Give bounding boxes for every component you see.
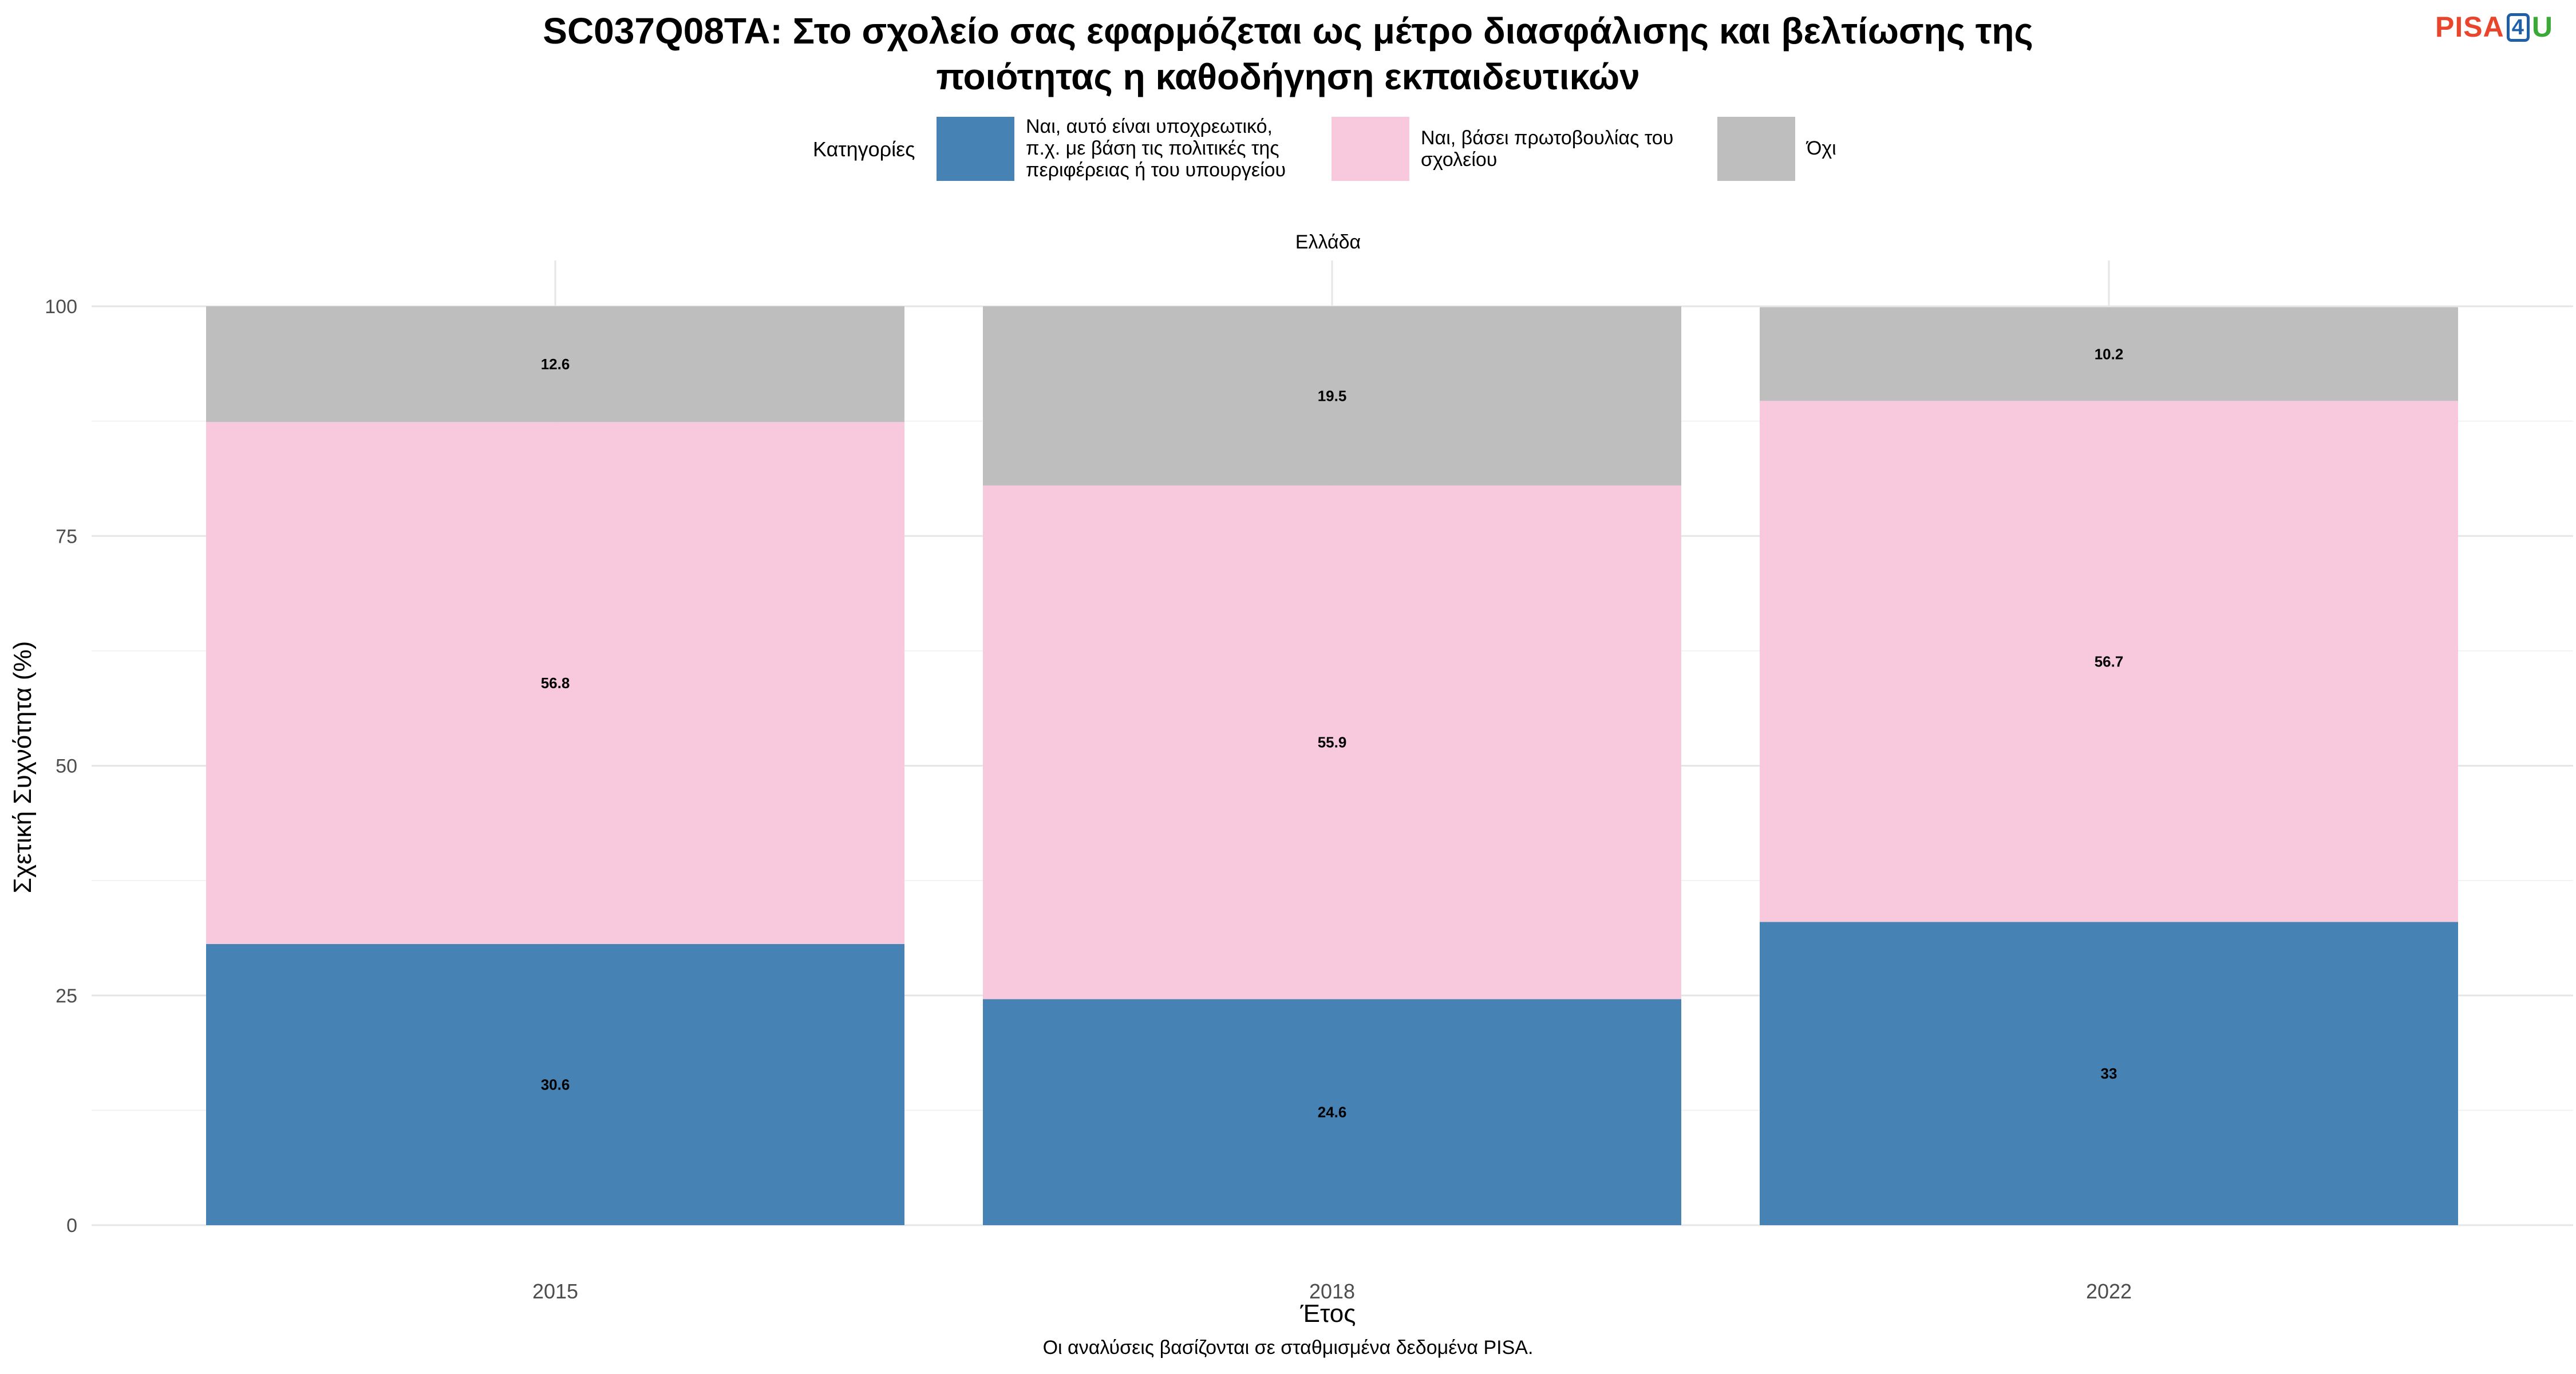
- pisa4u-logo: PISA 4 U: [2435, 10, 2553, 44]
- bar-segment: [983, 999, 1681, 1225]
- bar-segment: [1760, 307, 2458, 401]
- logo-part-4: 4: [2506, 13, 2530, 42]
- x-tick-label: 2015: [532, 1280, 578, 1303]
- x-tick-label: 2022: [2086, 1280, 2132, 1303]
- data-label: 30.6: [541, 1076, 570, 1093]
- bar-segment: [983, 485, 1681, 1000]
- data-label: 19.5: [1318, 387, 1347, 404]
- legend-swatch-mandatory: [937, 117, 1014, 181]
- legend-label-no: Όχι: [1807, 137, 1836, 159]
- y-axis-title: Σχετική Συχνότητα (%): [9, 641, 37, 894]
- facet-label: Ελλάδα: [1295, 231, 1361, 253]
- data-label: 12.6: [541, 356, 570, 373]
- y-tick-label: 0: [66, 1215, 77, 1237]
- chart-title: SC037Q08TA: Στο σχολείο σας εφαρμόζεται …: [0, 8, 2576, 100]
- y-tick-label: 50: [56, 756, 77, 777]
- x-tick-label: 2018: [1309, 1280, 1355, 1303]
- bar-segment: [1760, 401, 2458, 922]
- data-label: 24.6: [1318, 1104, 1347, 1121]
- bar-segment: [206, 943, 904, 1225]
- y-tick-label: 25: [56, 985, 77, 1007]
- chart-title-line2: ποιότητας η καθοδήγηση εκπαιδευτικών: [936, 56, 1640, 97]
- legend-swatch-no: [1717, 117, 1795, 181]
- bar-segment: [206, 422, 904, 944]
- bar-segment: [1760, 922, 2458, 1225]
- source-note: Οι αναλύσεις βασίζονται σε σταθμισμένα δ…: [1042, 1337, 1534, 1359]
- data-label: 33: [2101, 1065, 2117, 1082]
- logo-part-pisa: PISA: [2435, 11, 2504, 43]
- bar-segment: [206, 306, 904, 423]
- legend-label-school-initiative: Ναι, βάσει πρωτοβουλίας του σχολείου: [1421, 127, 1674, 171]
- axis-ticks: 0 25 50 75 100 2015 2018 2022: [45, 296, 2132, 1303]
- data-labels: 30.6 56.8 12.6 24.6 55.9 19.5 33 56.7 10.2: [541, 345, 2124, 1120]
- data-label: 55.9: [1318, 734, 1347, 751]
- legend-title: Κατηγορίες: [813, 137, 915, 161]
- x-axis-title: Έτος: [1300, 1300, 1356, 1328]
- legend-label-mandatory: Ναι, αυτό είναι υποχρεωτικό, π.χ. με βάσ…: [1026, 116, 1286, 181]
- chart-title-line1: SC037Q08TA: Στο σχολείο σας εφαρμόζεται …: [543, 10, 2033, 52]
- legend-swatch-school-initiative: [1332, 117, 1409, 181]
- bar-segment: [983, 306, 1681, 485]
- y-tick-label: 100: [45, 296, 77, 318]
- data-label: 56.8: [541, 674, 570, 692]
- bars: [206, 306, 2458, 1225]
- logo-part-u: U: [2531, 11, 2553, 43]
- data-label: 56.7: [2095, 653, 2124, 670]
- y-tick-label: 75: [56, 526, 77, 547]
- data-label: 10.2: [2095, 345, 2124, 362]
